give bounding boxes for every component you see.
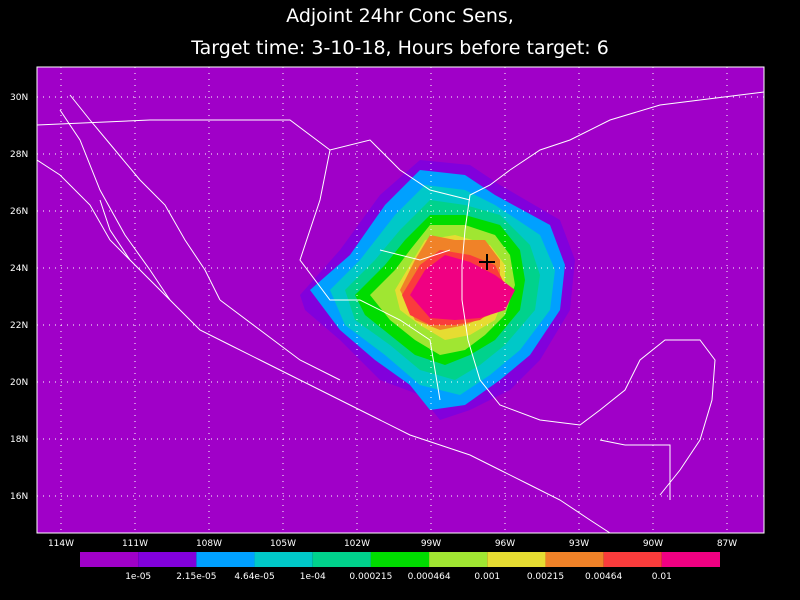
colorbar-box — [370, 552, 430, 567]
coastline — [59, 109, 171, 301]
title-line: Target time: 3-10-18, Hours before targe… — [190, 37, 609, 59]
colorbar-box — [545, 552, 604, 567]
lat-label: 18N — [10, 435, 28, 445]
border — [37, 119, 671, 500]
lon-label: 114W — [48, 539, 74, 549]
lon-label: 99W — [421, 539, 441, 549]
sensitivity-plume — [300, 160, 575, 420]
colorbar-label: 0.000215 — [349, 572, 392, 582]
lon-label: 87W — [717, 539, 737, 549]
colorbar-label: 0.01 — [652, 572, 672, 582]
colorbar-label: 2.15e-05 — [176, 572, 216, 582]
colorbar-label: 4.64e-05 — [234, 572, 274, 582]
lat-label: 24N — [10, 264, 28, 274]
lon-label: 105W — [270, 539, 296, 549]
map-area — [37, 67, 764, 533]
lon-label: 102W — [344, 539, 370, 549]
lon-label: 93W — [569, 539, 589, 549]
colorbar-box — [138, 552, 197, 567]
coastline — [69, 94, 221, 301]
colorbar-label: 0.000464 — [408, 572, 451, 582]
coastline — [509, 91, 764, 171]
colorbar-box — [661, 552, 720, 567]
coastlines — [37, 91, 764, 533]
lon-label: 90W — [643, 539, 663, 549]
coastline — [461, 169, 716, 496]
lon-label: 96W — [495, 539, 515, 549]
lat-label: 26N — [10, 207, 28, 217]
colorbar-box — [196, 552, 255, 567]
colorbar-label: 0.00464 — [585, 572, 622, 582]
colorbar-box — [254, 552, 313, 567]
lat-label: 20N — [10, 378, 28, 388]
coastline — [37, 159, 611, 533]
colorbar-label: 0.001 — [474, 572, 500, 582]
colorbar-box — [429, 552, 488, 567]
title-line: Adjoint 24hr Conc Sens, — [286, 5, 514, 27]
colorbar-box — [603, 552, 662, 567]
lat-label: 30N — [10, 93, 28, 103]
target-marker — [479, 254, 495, 270]
lat-label: 16N — [10, 492, 28, 502]
colorbar-box — [312, 552, 371, 567]
colorbar-label: 1e-04 — [300, 572, 326, 582]
colorbar-label: 1e-05 — [125, 572, 151, 582]
lon-label: 108W — [196, 539, 222, 549]
lat-label: 22N — [10, 321, 28, 331]
colorbar-box — [487, 552, 546, 567]
colorbar-box — [80, 552, 139, 567]
colorbar-label: 0.00215 — [527, 572, 564, 582]
lat-label: 28N — [10, 150, 28, 160]
lon-label: 111W — [122, 539, 148, 549]
map-frame — [36, 66, 765, 534]
